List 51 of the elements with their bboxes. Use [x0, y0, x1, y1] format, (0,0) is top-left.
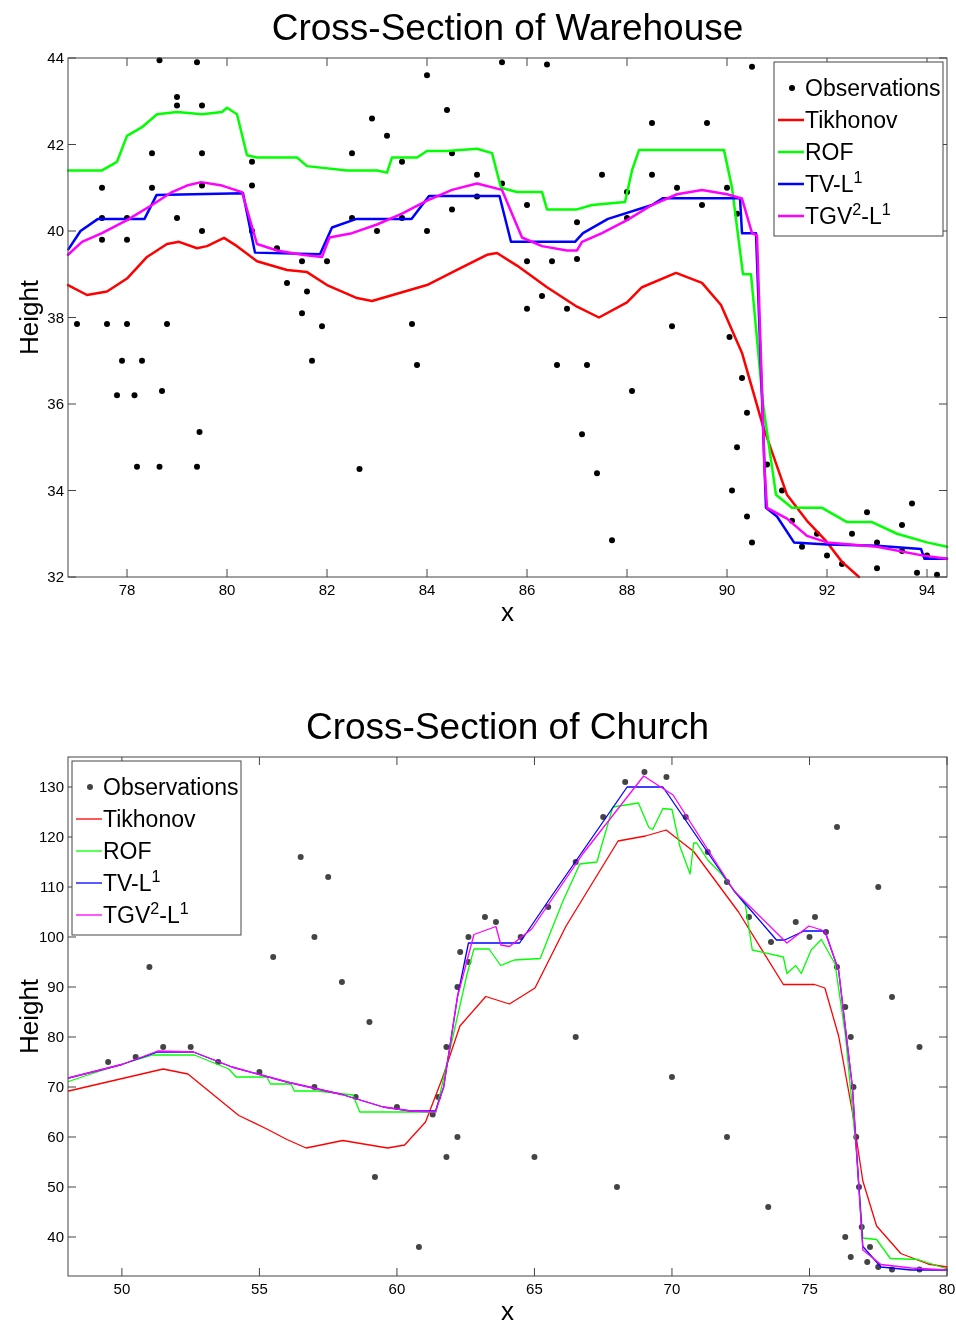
x-tick-label: 86	[518, 581, 536, 598]
x-tick-label: 88	[618, 581, 636, 598]
y-tick-label: 70	[47, 1078, 64, 1095]
legend-label: Observations	[805, 75, 941, 101]
x-axis-title: x	[501, 1296, 514, 1324]
y-tick-label: 90	[47, 978, 64, 995]
legend-label: Tikhonov	[103, 806, 196, 832]
y-axis-title: Height	[14, 978, 44, 1055]
x-tick-label: 92	[818, 581, 836, 598]
chart-title: Cross-Section of Warehouse	[271, 7, 744, 48]
x-tick-label: 60	[388, 1280, 406, 1297]
x-tick-label: 80	[938, 1280, 956, 1297]
line-series	[66, 236, 861, 579]
x-tick-label: 90	[718, 581, 736, 598]
legend-label: TGV$^{2}$-L$^{1}$	[805, 200, 891, 229]
x-tick-label: 50	[113, 1280, 131, 1297]
legend-label: Tikhonov	[805, 107, 898, 133]
x-tick-label: 65	[526, 1280, 543, 1297]
y-tick-label: 110	[40, 878, 64, 895]
legend-label: TGV$^{2}$-L$^{1}$	[103, 899, 189, 928]
x-tick-label: 94	[918, 581, 936, 598]
x-tick-label: 70	[663, 1280, 681, 1297]
x-tick-label: 78	[118, 581, 136, 598]
legend-label: Observations	[103, 774, 239, 800]
x-axis-title: x	[501, 597, 514, 627]
line-series	[66, 106, 949, 548]
y-axis-title: Height	[14, 279, 44, 356]
y-tick-label: 60	[47, 1128, 64, 1145]
y-tick-label: 34	[47, 481, 64, 499]
legend-label: ROF	[103, 838, 152, 864]
x-tick-label: 82	[318, 581, 336, 598]
y-tick-label: 80	[47, 1028, 64, 1045]
y-tick-label: 32	[47, 568, 64, 585]
legend-label: TV-L$^{1}$	[805, 168, 863, 197]
y-tick-label: 38	[47, 308, 64, 326]
chart-title: Cross-Section of Church	[305, 706, 710, 747]
y-tick-label: 44	[47, 49, 64, 66]
x-tick-label: 55	[251, 1280, 268, 1297]
y-tick-label: 50	[47, 1178, 64, 1195]
y-tick-label: 40	[47, 1228, 64, 1245]
x-tick-label: 75	[801, 1280, 818, 1297]
y-tick-label: 130	[38, 778, 64, 795]
y-tick-label: 100	[38, 928, 64, 945]
legend-label: ROF	[805, 139, 854, 165]
y-tick-label: 120	[38, 828, 64, 845]
y-tick-label: 40	[47, 222, 64, 239]
legend-label: TV-L$^{1}$	[103, 867, 161, 896]
x-tick-label: 84	[418, 581, 436, 598]
y-tick-label: 36	[47, 395, 64, 412]
y-tick-label: 42	[47, 135, 64, 153]
x-tick-label: 80	[218, 581, 236, 598]
